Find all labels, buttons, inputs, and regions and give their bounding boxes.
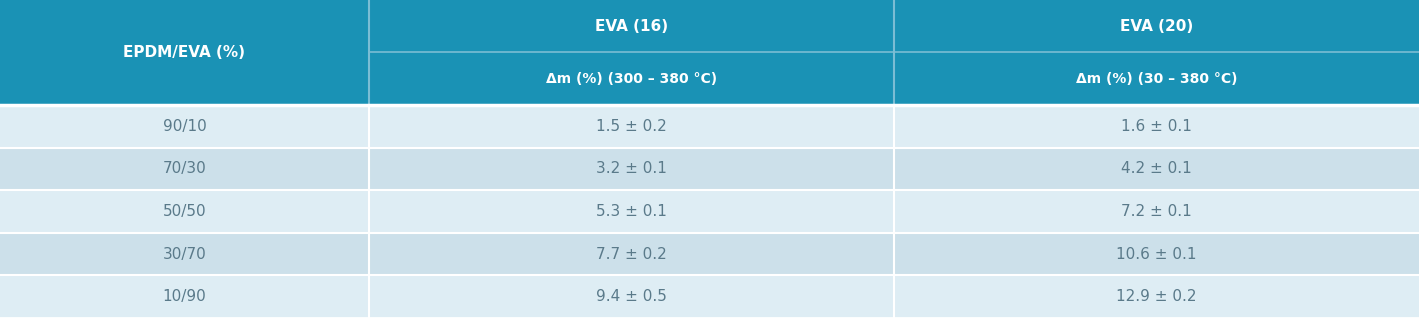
Text: Δm (%) (30 – 380 °C): Δm (%) (30 – 380 °C)	[1076, 72, 1237, 86]
Bar	[0, 148, 1419, 190]
Text: 10.6 ± 0.1: 10.6 ± 0.1	[1117, 246, 1196, 262]
Text: 1.5 ± 0.2: 1.5 ± 0.2	[596, 119, 667, 134]
Text: 7.7 ± 0.2: 7.7 ± 0.2	[596, 246, 667, 262]
Bar	[894, 52, 1419, 105]
Text: 90/10: 90/10	[163, 119, 206, 134]
Text: 1.6 ± 0.1: 1.6 ± 0.1	[1121, 119, 1192, 134]
Bar	[0, 105, 1419, 148]
Text: 12.9 ± 0.2: 12.9 ± 0.2	[1117, 289, 1196, 304]
Bar	[0, 190, 1419, 233]
Bar	[0, 0, 369, 105]
Text: 50/50: 50/50	[163, 204, 206, 219]
Bar	[369, 0, 894, 52]
Text: 9.4 ± 0.5: 9.4 ± 0.5	[596, 289, 667, 304]
Text: 5.3 ± 0.1: 5.3 ± 0.1	[596, 204, 667, 219]
Text: EPDM/EVA (%): EPDM/EVA (%)	[123, 45, 245, 60]
Text: 10/90: 10/90	[163, 289, 206, 304]
Text: Δm (%) (300 – 380 °C): Δm (%) (300 – 380 °C)	[546, 72, 717, 86]
Text: EVA (16): EVA (16)	[595, 19, 668, 34]
Text: 30/70: 30/70	[163, 246, 206, 262]
Bar	[894, 0, 1419, 52]
Text: EVA (20): EVA (20)	[1120, 19, 1193, 34]
Text: 7.2 ± 0.1: 7.2 ± 0.1	[1121, 204, 1192, 219]
Text: 70/30: 70/30	[163, 161, 206, 176]
Text: 4.2 ± 0.1: 4.2 ± 0.1	[1121, 161, 1192, 176]
Bar	[369, 52, 894, 105]
Bar	[0, 275, 1419, 318]
Text: 3.2 ± 0.1: 3.2 ± 0.1	[596, 161, 667, 176]
Bar	[0, 233, 1419, 275]
